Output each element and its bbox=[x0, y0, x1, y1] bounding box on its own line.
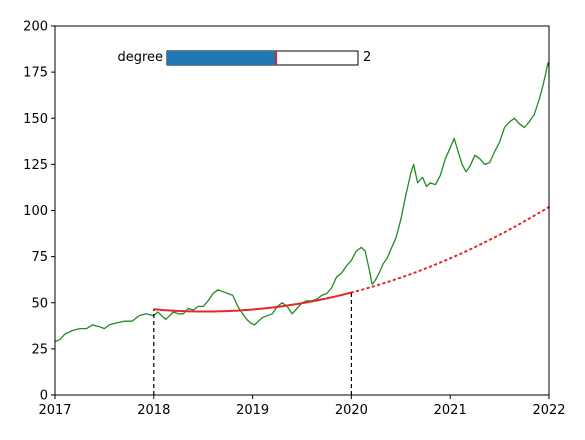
y-tick-label: 150 bbox=[23, 112, 48, 127]
y-tick-label: 100 bbox=[23, 204, 48, 219]
x-tick-label: 2019 bbox=[236, 403, 269, 418]
x-tick-label: 2020 bbox=[335, 403, 368, 418]
y-tick-label: 25 bbox=[31, 342, 48, 357]
price-line bbox=[54, 62, 550, 343]
slider-value: 2 bbox=[363, 50, 371, 65]
y-tick-label: 200 bbox=[23, 20, 48, 35]
axes bbox=[54, 25, 550, 396]
slider-fill bbox=[167, 51, 277, 65]
y-tick-label: 125 bbox=[23, 158, 48, 173]
plot-area bbox=[54, 62, 550, 395]
y-tick-label: 75 bbox=[31, 250, 48, 265]
y-tick-label: 50 bbox=[31, 296, 48, 311]
fit-extrapolation-line bbox=[350, 205, 550, 294]
x-tick-label: 2018 bbox=[137, 403, 170, 418]
x-tick-label: 2021 bbox=[434, 403, 467, 418]
axes-frame bbox=[54, 25, 550, 396]
x-tick-label: 2017 bbox=[38, 403, 71, 418]
x-tick-label: 2022 bbox=[532, 403, 565, 418]
ticks: 2017 2018 2019 2020 2021 2022 0 25 50 75 100 125 150… bbox=[23, 20, 565, 419]
y-tick-label: 0 bbox=[40, 389, 48, 404]
fit-curve-line bbox=[153, 291, 352, 313]
slider-label: degree bbox=[117, 50, 163, 65]
y-tick-label: 175 bbox=[23, 66, 48, 81]
degree-slider[interactable]: degree 2 bbox=[117, 50, 371, 66]
